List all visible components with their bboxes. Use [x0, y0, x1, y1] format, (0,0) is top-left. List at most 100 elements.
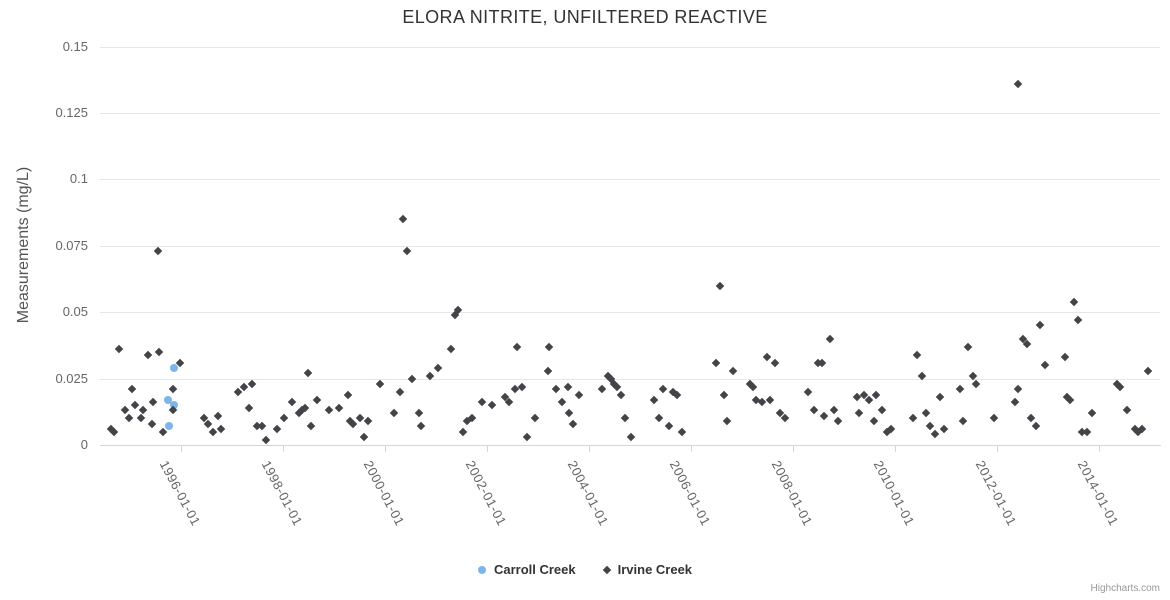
data-point-irvine-creek[interactable] [522, 432, 531, 442]
data-point-irvine-creek[interactable] [114, 345, 124, 354]
data-point-irvine-creek[interactable] [715, 281, 725, 290]
data-point-irvine-creek[interactable] [137, 414, 146, 423]
data-point-irvine-creek[interactable] [389, 408, 399, 418]
data-point-irvine-creek[interactable] [719, 390, 729, 399]
data-point-irvine-creek[interactable] [912, 350, 922, 359]
data-point-irvine-creek[interactable] [363, 416, 373, 426]
data-point-irvine-creek[interactable] [216, 424, 226, 434]
data-point-irvine-creek[interactable] [1143, 366, 1152, 375]
data-point-irvine-creek[interactable] [989, 414, 999, 423]
data-point-irvine-creek[interactable] [303, 369, 313, 378]
data-point-irvine-creek[interactable] [398, 214, 408, 224]
data-point-irvine-creek[interactable] [765, 395, 775, 405]
data-point-irvine-creek[interactable] [334, 403, 344, 413]
data-point-irvine-creek[interactable] [272, 424, 282, 434]
data-point-irvine-creek[interactable] [939, 424, 949, 434]
data-point-irvine-creek[interactable] [935, 392, 944, 402]
data-point-irvine-creek[interactable] [563, 382, 573, 391]
data-point-irvine-creek[interactable] [446, 345, 456, 354]
data-point-irvine-creek[interactable] [130, 400, 140, 410]
data-point-irvine-creek[interactable] [433, 363, 443, 373]
data-point-irvine-creek[interactable] [925, 422, 935, 431]
data-point-irvine-creek[interactable] [921, 408, 931, 418]
data-point-irvine-creek[interactable] [825, 334, 835, 343]
data-point-irvine-creek[interactable] [477, 398, 487, 407]
data-point-irvine-creek[interactable] [854, 408, 863, 418]
data-point-irvine-creek[interactable] [568, 419, 578, 428]
data-point-irvine-creek[interactable] [402, 246, 412, 256]
data-point-irvine-creek[interactable] [127, 384, 137, 394]
data-point-irvine-creek[interactable] [1022, 339, 1032, 349]
highcharts-credits-link[interactable]: Highcharts.com [1090, 583, 1160, 594]
data-point-irvine-creek[interactable] [871, 390, 881, 399]
data-point-irvine-creek[interactable] [1031, 422, 1040, 431]
data-point-irvine-creek[interactable] [574, 390, 583, 399]
data-point-carroll-creek[interactable] [164, 395, 173, 404]
data-point-irvine-creek[interactable] [487, 400, 497, 410]
data-point-irvine-creek[interactable] [324, 406, 334, 415]
data-point-irvine-creek[interactable] [124, 414, 134, 423]
data-point-irvine-creek[interactable] [147, 419, 157, 428]
data-point-irvine-creek[interactable] [780, 414, 789, 423]
data-point-irvine-creek[interactable] [244, 403, 254, 413]
data-point-irvine-creek[interactable] [1087, 408, 1096, 418]
data-point-irvine-creek[interactable] [1040, 361, 1050, 370]
data-point-irvine-creek[interactable] [829, 406, 838, 415]
data-point-irvine-creek[interactable] [833, 416, 843, 426]
data-point-irvine-creek[interactable] [664, 422, 674, 431]
data-point-irvine-creek[interactable] [626, 432, 635, 442]
data-point-irvine-creek[interactable] [711, 358, 721, 367]
data-point-irvine-creek[interactable] [728, 366, 737, 375]
legend-item-irvine-creek[interactable]: Irvine Creek [602, 562, 692, 577]
data-point-irvine-creek[interactable] [1026, 414, 1036, 423]
data-point-irvine-creek[interactable] [110, 427, 119, 436]
data-point-irvine-creek[interactable] [930, 430, 939, 439]
data-point-irvine-creek[interactable] [1035, 321, 1044, 330]
data-point-irvine-creek[interactable] [343, 390, 353, 399]
data-point-irvine-creek[interactable] [564, 408, 574, 418]
data-point-irvine-creek[interactable] [958, 416, 967, 426]
data-point-irvine-creek[interactable] [517, 382, 527, 391]
data-point-carroll-creek[interactable] [164, 422, 173, 431]
data-point-irvine-creek[interactable] [375, 379, 385, 389]
data-point-irvine-creek[interactable] [153, 246, 163, 256]
data-point-irvine-creek[interactable] [306, 422, 316, 431]
data-point-irvine-creek[interactable] [544, 342, 554, 351]
data-point-irvine-creek[interactable] [512, 342, 522, 351]
data-point-carroll-creek[interactable] [169, 401, 178, 410]
data-point-irvine-creek[interactable] [722, 416, 732, 426]
data-point-irvine-creek[interactable] [869, 416, 879, 426]
data-point-irvine-creek[interactable] [908, 414, 917, 423]
data-point-irvine-creek[interactable] [762, 353, 772, 362]
data-point-irvine-creek[interactable] [658, 384, 668, 394]
data-point-irvine-creek[interactable] [287, 398, 297, 407]
data-point-irvine-creek[interactable] [1013, 79, 1022, 88]
data-point-irvine-creek[interactable] [312, 395, 322, 405]
data-point-irvine-creek[interactable] [458, 427, 468, 436]
data-point-irvine-creek[interactable] [819, 411, 829, 421]
data-point-irvine-creek[interactable] [504, 398, 514, 407]
data-point-irvine-creek[interactable] [143, 350, 153, 359]
data-point-irvine-creek[interactable] [257, 422, 267, 431]
data-point-irvine-creek[interactable] [557, 398, 567, 407]
data-point-irvine-creek[interactable] [247, 379, 257, 389]
data-point-irvine-creek[interactable] [1073, 315, 1083, 325]
data-point-irvine-creek[interactable] [279, 414, 289, 423]
data-point-irvine-creek[interactable] [551, 384, 561, 394]
data-point-irvine-creek[interactable] [359, 432, 369, 442]
data-point-irvine-creek[interactable] [414, 408, 424, 418]
data-point-irvine-creek[interactable] [154, 347, 164, 357]
data-point-carroll-creek[interactable] [169, 363, 178, 372]
data-point-irvine-creek[interactable] [597, 384, 606, 394]
data-point-irvine-creek[interactable] [963, 342, 973, 351]
data-point-irvine-creek[interactable] [677, 427, 686, 436]
data-point-irvine-creek[interactable] [803, 387, 812, 397]
data-point-irvine-creek[interactable] [955, 384, 964, 394]
data-point-irvine-creek[interactable] [416, 422, 426, 431]
data-point-irvine-creek[interactable] [770, 358, 780, 367]
legend-item-carroll-creek[interactable]: Carroll Creek [477, 562, 576, 577]
data-point-irvine-creek[interactable] [1010, 398, 1019, 407]
data-point-irvine-creek[interactable] [168, 384, 178, 394]
data-point-irvine-creek[interactable] [261, 435, 271, 444]
data-point-irvine-creek[interactable] [148, 398, 158, 407]
